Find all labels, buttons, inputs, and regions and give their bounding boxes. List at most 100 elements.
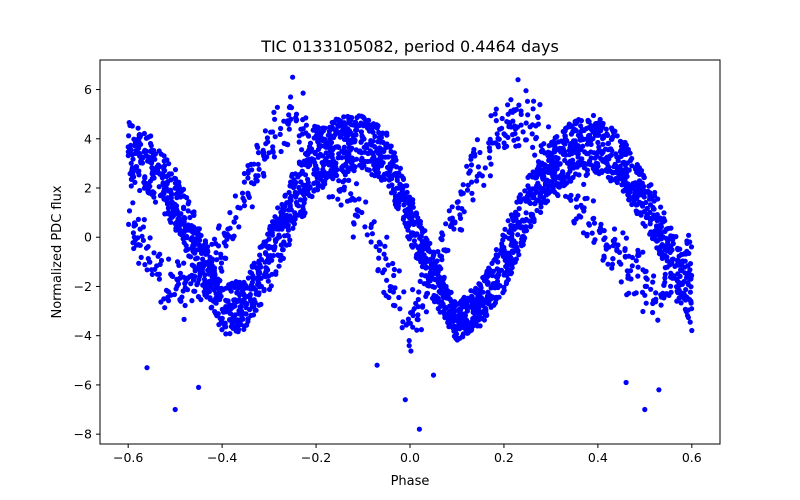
data-point xyxy=(539,175,546,181)
data-point xyxy=(255,161,261,167)
data-point xyxy=(136,172,142,178)
data-point xyxy=(177,189,183,195)
data-point xyxy=(226,233,232,239)
data-point xyxy=(168,219,174,225)
data-point xyxy=(380,160,386,166)
data-point xyxy=(602,235,608,241)
data-point xyxy=(163,185,169,191)
data-point xyxy=(423,255,429,261)
data-point xyxy=(687,289,694,295)
data-point xyxy=(126,221,132,227)
data-point xyxy=(130,156,136,162)
data-point xyxy=(336,178,342,184)
data-point xyxy=(302,172,309,178)
data-point xyxy=(156,271,162,277)
data-point xyxy=(266,150,272,156)
data-point xyxy=(222,232,228,238)
data-point xyxy=(628,276,634,282)
data-point xyxy=(519,234,526,240)
data-point xyxy=(131,136,137,142)
data-point xyxy=(262,272,268,278)
data-point xyxy=(315,124,321,130)
data-point xyxy=(241,326,247,332)
data-point xyxy=(128,142,134,148)
data-point xyxy=(272,245,278,251)
data-point xyxy=(265,139,271,145)
data-point xyxy=(655,317,661,323)
data-point xyxy=(229,283,235,289)
data-point xyxy=(577,162,583,168)
data-point xyxy=(618,279,624,285)
data-point xyxy=(257,270,263,276)
data-point xyxy=(130,174,136,180)
data-point xyxy=(136,153,143,159)
data-point xyxy=(640,249,646,255)
data-point xyxy=(131,220,138,226)
data-point xyxy=(518,108,524,114)
data-point xyxy=(236,224,242,230)
data-point xyxy=(570,165,577,171)
data-point xyxy=(302,196,308,202)
data-point xyxy=(329,194,336,200)
data-point xyxy=(299,162,305,168)
data-point xyxy=(430,255,436,261)
data-point xyxy=(457,306,463,313)
data-point xyxy=(292,171,298,177)
data-point xyxy=(305,132,311,139)
data-point xyxy=(263,265,269,271)
data-point xyxy=(465,182,471,188)
data-point xyxy=(307,184,313,191)
data-point xyxy=(176,224,182,231)
data-point xyxy=(682,264,688,270)
data-point xyxy=(143,153,149,159)
data-point xyxy=(168,177,174,183)
data-point xyxy=(622,162,629,168)
data-point xyxy=(530,144,536,150)
data-point xyxy=(286,241,292,248)
data-point xyxy=(489,260,495,266)
data-point xyxy=(377,139,384,145)
data-point xyxy=(643,199,649,206)
data-point xyxy=(661,282,667,288)
data-point xyxy=(296,184,302,191)
data-point xyxy=(309,146,315,152)
data-point xyxy=(213,250,219,256)
data-point xyxy=(288,183,294,189)
data-point xyxy=(644,206,650,212)
data-point xyxy=(386,294,392,301)
x-tick-label: 0.4 xyxy=(588,450,608,465)
data-point xyxy=(311,157,317,163)
data-point xyxy=(317,151,323,157)
data-point xyxy=(328,172,334,178)
data-point xyxy=(346,115,352,121)
data-point xyxy=(327,162,333,168)
data-point xyxy=(390,302,397,308)
data-point xyxy=(227,225,233,231)
data-point xyxy=(263,250,269,257)
data-point xyxy=(156,276,162,282)
data-point xyxy=(566,121,572,127)
data-point xyxy=(299,147,305,153)
data-point xyxy=(152,156,158,162)
data-point xyxy=(304,151,310,157)
data-point xyxy=(162,168,168,174)
data-point xyxy=(399,173,405,179)
data-point xyxy=(202,250,208,256)
data-point xyxy=(317,170,323,176)
data-point xyxy=(428,272,434,278)
data-point xyxy=(642,406,648,413)
data-point xyxy=(205,261,211,267)
data-point xyxy=(459,301,465,307)
points-layer xyxy=(125,74,695,432)
data-point xyxy=(537,102,543,108)
data-point xyxy=(545,124,552,130)
data-point xyxy=(685,314,692,321)
data-point xyxy=(506,119,512,126)
data-point xyxy=(136,135,142,141)
data-point xyxy=(575,132,582,138)
x-axis-label: Phase xyxy=(391,474,430,489)
data-point xyxy=(144,365,150,371)
data-point xyxy=(138,160,144,166)
data-point xyxy=(369,231,375,237)
data-point xyxy=(299,208,305,214)
